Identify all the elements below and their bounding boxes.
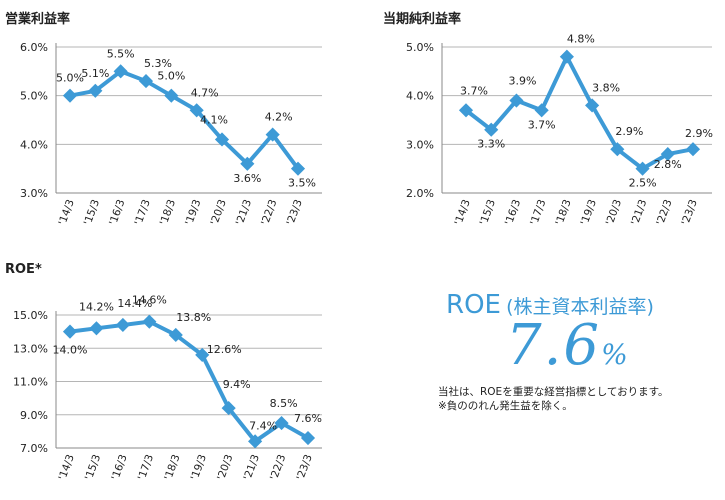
roe-value-number: 7.6	[506, 313, 602, 378]
y-tick-label: 2.0%	[406, 187, 434, 200]
data-point-marker	[240, 156, 255, 171]
data-point-marker	[89, 321, 104, 336]
data-point-marker	[142, 314, 157, 329]
data-label: 4.8%	[567, 33, 595, 46]
x-tick-label: '21/3	[242, 453, 262, 482]
data-point-marker	[300, 430, 316, 446]
roe-heading-sub: (株主資本利益率)	[506, 296, 654, 318]
data-label: 2.9%	[685, 127, 713, 140]
data-point-marker	[610, 142, 625, 157]
data-label: 3.5%	[288, 177, 316, 190]
data-point-marker	[458, 103, 474, 118]
x-tick-label: '22/3	[268, 453, 288, 482]
y-tick-label: 4.0%	[406, 90, 434, 103]
data-point-marker	[115, 317, 130, 333]
data-label: 9.4%	[223, 378, 251, 391]
y-tick-label: 5.0%	[20, 90, 48, 103]
data-label: 3.3%	[477, 138, 505, 151]
data-point-marker	[660, 146, 675, 162]
x-tick-label: '19/3	[189, 453, 209, 482]
data-point-marker	[534, 103, 549, 118]
chart-title-operating-margin: 営業利益率	[5, 12, 71, 27]
roe-heading-main: ROE	[446, 290, 501, 320]
chart-title-net-margin: 当期純利益率	[383, 12, 462, 27]
data-label: 3.7%	[460, 84, 488, 97]
y-tick-label: 13.0%	[13, 342, 48, 355]
data-label: 3.6%	[233, 172, 261, 185]
x-tick-label: '15/3	[83, 453, 103, 482]
data-point-marker	[559, 49, 574, 64]
data-label: 2.9%	[615, 125, 643, 138]
data-label: 4.2%	[265, 111, 293, 124]
data-label: 13.8%	[176, 311, 211, 324]
data-point-marker	[274, 415, 289, 431]
data-label: 12.6%	[207, 343, 242, 356]
data-label: 4.1%	[200, 113, 228, 126]
x-tick-label: '23/3	[294, 453, 314, 482]
data-label: 14.2%	[79, 300, 114, 313]
x-tick-label: '16/3	[109, 453, 129, 482]
y-tick-label: 4.0%	[20, 138, 48, 151]
y-tick-label: 6.0%	[20, 41, 48, 54]
data-point-marker	[221, 401, 236, 416]
roe-note: 当社は、ROEを重要な経営指標としております。 ※負ののれん発生益を除く。	[438, 385, 669, 413]
data-label: 7.4%	[249, 419, 277, 432]
data-label: 5.5%	[107, 47, 135, 60]
data-label: 5.3%	[144, 57, 172, 70]
data-label: 2.5%	[629, 177, 657, 190]
y-tick-label: 11.0%	[13, 376, 48, 389]
data-point-marker	[248, 434, 263, 449]
x-tick-label: '20/3	[215, 453, 235, 482]
data-label: 3.8%	[592, 81, 620, 94]
data-point-marker	[62, 324, 78, 339]
y-tick-label: 3.0%	[406, 138, 434, 151]
data-point-marker	[265, 127, 280, 142]
data-label: 14.0%	[53, 344, 88, 357]
data-label: 5.1%	[81, 67, 109, 80]
y-tick-label: 7.0%	[20, 442, 48, 455]
data-point-marker	[195, 347, 210, 362]
data-label: 5.0%	[56, 72, 84, 85]
roe-note-line-2: ※負ののれん発生益を除く。	[438, 400, 573, 412]
roe-value-unit: %	[601, 338, 630, 371]
data-point-marker	[585, 98, 600, 113]
data-label: 3.7%	[528, 118, 556, 131]
series-line	[69, 319, 309, 444]
data-label: 5.0%	[157, 70, 185, 83]
roe-note-line-1: 当社は、ROEを重要な経営指標としております。	[438, 386, 669, 398]
y-tick-label: 5.0%	[406, 41, 434, 54]
series-line	[464, 54, 694, 171]
data-point-marker	[635, 161, 650, 176]
data-label: 14.4%	[117, 297, 152, 310]
data-point-marker	[509, 93, 524, 108]
data-point-marker	[685, 142, 701, 157]
roe-highlight-panel: ROE (株主資本利益率) 7.6% 当社は、ROEを重要な経営指標としておりま…	[438, 290, 718, 420]
x-tick-label: '17/3	[136, 453, 156, 482]
y-tick-label: 3.0%	[20, 187, 48, 200]
data-point-marker	[168, 327, 183, 343]
x-tick-label: '14/3	[56, 453, 76, 482]
data-label: 14.6%	[132, 294, 167, 307]
series-line	[69, 69, 300, 170]
data-point-marker	[290, 161, 306, 176]
data-label: 3.9%	[508, 75, 536, 88]
data-label: 8.5%	[270, 397, 298, 410]
chart-title-roe: ROE*	[5, 262, 42, 277]
data-label: 4.7%	[191, 86, 219, 99]
x-tick-label: '18/3	[162, 453, 182, 482]
roe-heading: ROE (株主資本利益率)	[446, 290, 654, 320]
y-tick-label: 15.0%	[13, 309, 48, 322]
data-label: 7.6%	[294, 412, 322, 425]
data-point-marker	[214, 132, 230, 147]
roe-value: 7.6%	[506, 316, 630, 385]
data-label: 2.8%	[654, 158, 682, 171]
y-tick-label: 9.0%	[20, 409, 48, 422]
